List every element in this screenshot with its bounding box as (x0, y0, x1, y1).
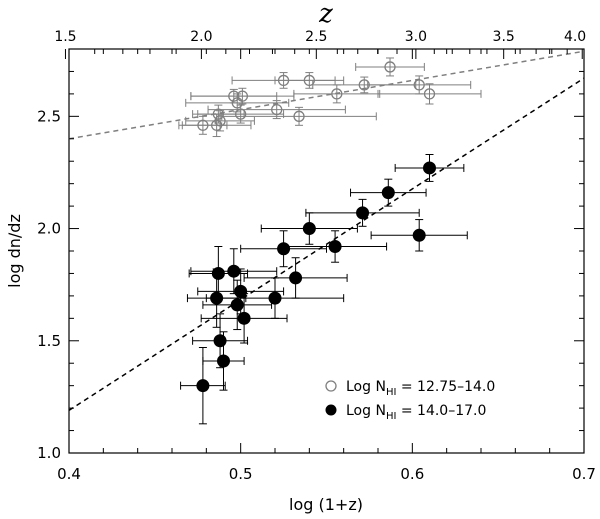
top-tick-label: 3.0 (405, 29, 427, 45)
legend-filled-suffix: = 14.0–17.0 (396, 403, 486, 419)
data-point-filled (289, 271, 303, 285)
fit-line-series-1 (68, 77, 585, 411)
data-point-filled (211, 266, 225, 280)
data-point-filled (237, 311, 251, 325)
legend-marker-open (325, 380, 337, 392)
data-point-filled (210, 291, 224, 305)
x-tick-label: 0.4 (57, 465, 81, 483)
top-tick-label: 4.0 (564, 29, 586, 45)
data-point-open (214, 115, 226, 127)
axis-ticks: 0.4 0.5 0.6 0.7 1.0 1.5 2.0 2.5 1.5 2.0 2.5 3.0 3.5 4… (37, 29, 596, 483)
x-tick-label: 0.5 (229, 465, 253, 483)
data-point-filled (196, 379, 210, 393)
data-point-filled (234, 284, 248, 298)
y-axis-title: log dn/dz (5, 214, 24, 288)
data-point-filled (302, 222, 316, 236)
x-tick-label: 0.7 (572, 465, 596, 483)
legend-open-suffix: = 12.75–14.0 (396, 379, 495, 395)
fit-line-series-0 (68, 50, 585, 140)
data-point-filled (230, 298, 244, 312)
data-point-filled (213, 334, 227, 348)
data-point-open (235, 108, 247, 120)
legend-marker-filled (325, 404, 337, 416)
x-axis-title: log (1+z) (289, 495, 363, 514)
markers (196, 61, 436, 393)
data-point-open (358, 79, 370, 91)
fit-lines (68, 50, 585, 411)
data-point-filled (356, 206, 370, 220)
x-tick-label: 0.6 (400, 465, 424, 483)
y-tick-label: 1.5 (37, 332, 61, 350)
top-tick-label: 2.0 (190, 29, 212, 45)
legend-filled-prefix: Log N (346, 403, 386, 419)
top-tick-label: 1.5 (54, 29, 76, 45)
y-tick-label: 2.0 (37, 220, 61, 238)
legend-label-open: Log NHI = 12.75–14.0 (346, 379, 495, 398)
data-point-open (293, 110, 305, 122)
data-point-open (331, 88, 343, 100)
legend-label-filled: Log NHI = 14.0–17.0 (346, 403, 486, 422)
data-point-open (271, 103, 283, 116)
y-tick-label: 2.5 (37, 107, 61, 125)
y-tick-label: 1.0 (37, 444, 61, 462)
data-point-filled (277, 242, 291, 256)
data-point-open (236, 90, 249, 102)
top-axis-title: z (318, 0, 333, 29)
data-point-filled (268, 291, 282, 305)
top-tick-label: 3.5 (493, 29, 515, 45)
data-point-open (212, 108, 225, 120)
data-point-filled (381, 186, 395, 200)
data-point-open (384, 61, 396, 73)
data-point-open (413, 79, 425, 91)
data-point-filled (328, 240, 342, 254)
data-point-filled (217, 354, 230, 368)
top-tick-label: 2.5 (305, 29, 327, 45)
data-point-open (277, 74, 290, 87)
data-point-filled (423, 161, 436, 175)
data-point-open (197, 119, 209, 131)
data-point-open (303, 74, 315, 87)
legend-open-prefix: Log N (346, 379, 386, 395)
data-point-filled (227, 264, 241, 278)
data-point-open (228, 90, 240, 102)
data-point-filled (412, 228, 426, 242)
legend-filled-sub: HI (386, 411, 396, 422)
legend-open-sub: HI (386, 387, 396, 398)
data-point-open (423, 88, 436, 100)
legend: Log NHI = 12.75–14.0 Log NHI = 14.0–17.0 (325, 379, 495, 422)
